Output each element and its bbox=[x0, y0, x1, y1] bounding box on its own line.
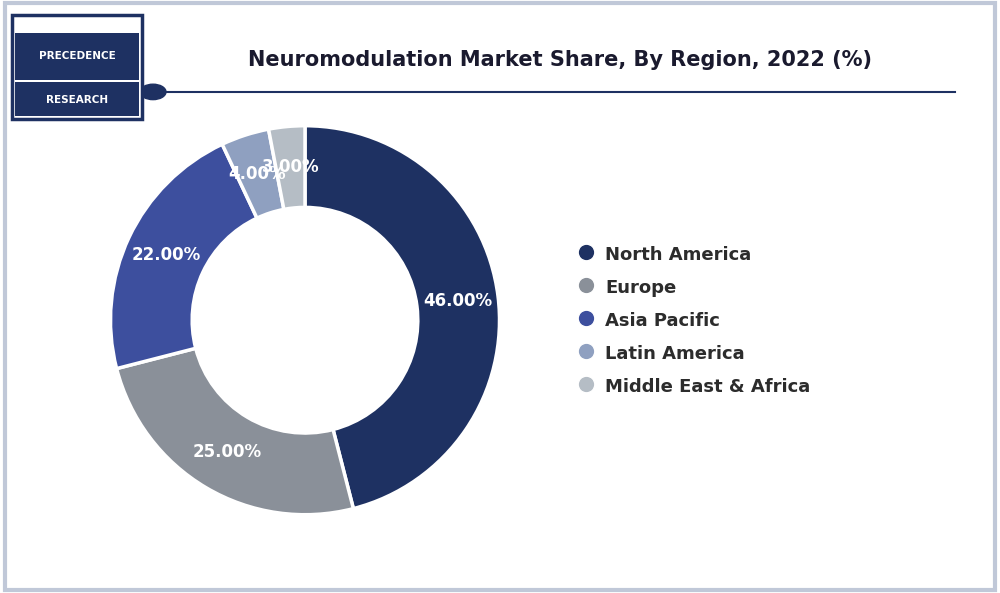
Wedge shape bbox=[110, 144, 257, 369]
Wedge shape bbox=[305, 126, 500, 509]
Text: Neuromodulation Market Share, By Region, 2022 (%): Neuromodulation Market Share, By Region,… bbox=[248, 50, 872, 71]
Text: 46.00%: 46.00% bbox=[423, 292, 492, 310]
Wedge shape bbox=[222, 129, 284, 218]
Text: 22.00%: 22.00% bbox=[131, 246, 201, 264]
Legend: North America, Europe, Asia Pacific, Latin America, Middle East & Africa: North America, Europe, Asia Pacific, Lat… bbox=[581, 245, 810, 396]
Wedge shape bbox=[269, 126, 305, 209]
Text: 3.00%: 3.00% bbox=[262, 158, 319, 176]
Text: RESEARCH: RESEARCH bbox=[46, 95, 108, 104]
Wedge shape bbox=[117, 348, 353, 515]
Text: 4.00%: 4.00% bbox=[229, 165, 286, 183]
Text: 25.00%: 25.00% bbox=[192, 444, 261, 461]
Text: PRECEDENCE: PRECEDENCE bbox=[39, 51, 115, 60]
